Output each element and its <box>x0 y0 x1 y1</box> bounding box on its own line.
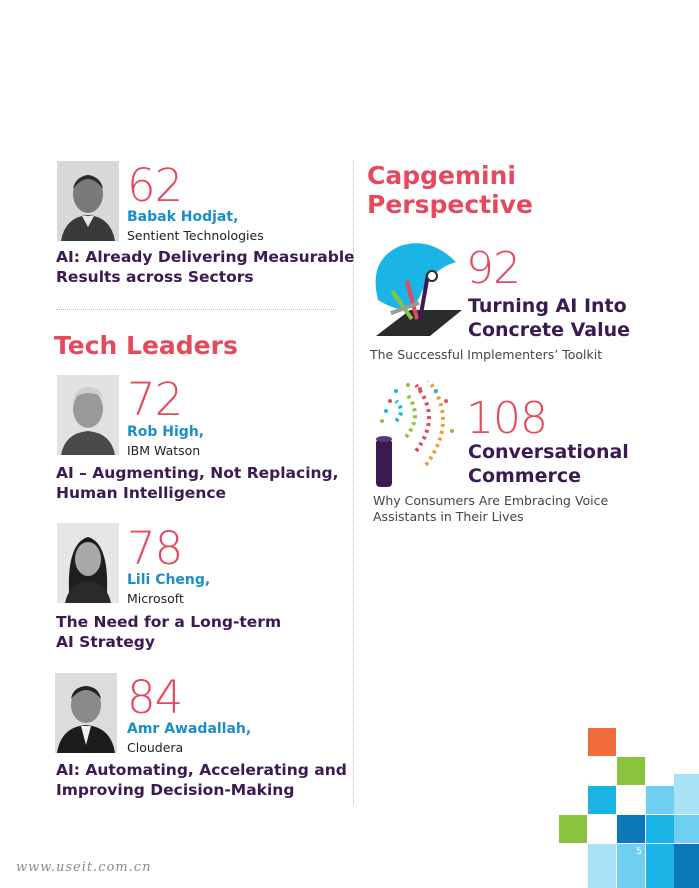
portrait-icon <box>57 375 119 455</box>
portrait-icon <box>55 673 117 753</box>
author-name: Rob High, <box>127 424 205 440</box>
author-name: Amr Awadallah, <box>127 721 252 737</box>
voice-assistant-illustration-icon <box>376 381 454 487</box>
decor-square <box>646 844 674 888</box>
author-org: Microsoft <box>127 591 184 606</box>
toolkit-illustration-icon <box>375 243 462 336</box>
decor-square <box>588 786 616 814</box>
portrait-icon <box>57 523 119 603</box>
article-title-line: AI: Already Delivering Measurable <box>56 248 355 266</box>
page-number-72: 72 <box>127 373 183 426</box>
decor-square <box>617 815 645 843</box>
article-title-line: Results across Sectors <box>56 268 254 286</box>
decor-square <box>559 815 587 843</box>
author-photo-hodjat <box>57 161 119 241</box>
article-title-line: Conversational <box>468 441 629 463</box>
article-title[interactable]: Turning AI Into Concrete Value <box>468 294 630 342</box>
article-title-line: Commerce <box>468 465 581 487</box>
decor-square <box>674 774 699 814</box>
page-number-92: 92 <box>466 243 521 294</box>
article-title-line: Improving Decision-Making <box>56 781 295 799</box>
author-photo-awadallah <box>55 673 117 753</box>
article-title[interactable]: AI – Augmenting, Not Replacing, Human In… <box>56 463 339 503</box>
article-subtitle: Why Consumers Are Embracing Voice Assist… <box>373 493 608 525</box>
page-number-108: 108 <box>466 393 548 444</box>
section-heading-line: Perspective <box>367 190 533 219</box>
article-title[interactable]: AI: Already Delivering Measurable Result… <box>56 247 355 287</box>
author-org: Sentient Technologies <box>127 228 264 243</box>
decor-square <box>674 815 699 843</box>
section-divider <box>56 309 336 310</box>
article-title-line: Turning AI Into <box>468 295 627 317</box>
article-title[interactable]: Conversational Commerce <box>468 440 629 488</box>
decor-square <box>617 757 645 785</box>
article-title-line: Concrete Value <box>468 319 631 341</box>
decor-square <box>617 844 645 888</box>
article-title-line: AI: Automating, Accelerating and <box>56 761 347 779</box>
decor-square <box>646 815 674 843</box>
page-number-78: 78 <box>127 522 183 575</box>
article-title-line: AI – Augmenting, Not Replacing, <box>56 464 339 482</box>
article-title[interactable]: The Need for a Long-term AI Strategy <box>56 612 281 652</box>
article-title-line: The Need for a Long-term <box>56 613 282 631</box>
article-title-line: AI Strategy <box>56 633 155 651</box>
watermark: www.useit.com.cn <box>16 860 152 875</box>
portrait-icon <box>57 161 119 241</box>
decor-square <box>646 786 674 814</box>
decor-square <box>588 844 616 888</box>
page-number-62: 62 <box>127 159 183 212</box>
article-subtitle-line: The Successful Implementers’ Toolkit <box>370 347 603 362</box>
author-photo-high <box>57 375 119 455</box>
decor-square <box>588 728 616 756</box>
page-number: 5 <box>636 847 642 857</box>
column-divider <box>353 160 354 805</box>
article-subtitle-line: Why Consumers Are Embracing Voice <box>373 493 609 508</box>
section-heading-tech-leaders: Tech Leaders <box>54 331 238 360</box>
author-org: IBM Watson <box>127 443 201 458</box>
article-subtitle-line: Assistants in Their Lives <box>373 509 524 524</box>
author-org: Cloudera <box>127 740 184 755</box>
author-name: Babak Hodjat, <box>127 209 239 225</box>
article-subtitle: The Successful Implementers’ Toolkit <box>370 347 602 363</box>
section-heading-capgemini-perspective: Capgemini Perspective <box>367 161 533 219</box>
article-title[interactable]: AI: Automating, Accelerating and Improvi… <box>56 760 347 800</box>
decor-square <box>674 844 699 888</box>
author-photo-cheng <box>57 523 119 603</box>
section-heading-line: Capgemini <box>367 161 516 190</box>
article-title-line: Human Intelligence <box>56 484 227 502</box>
page-number-84: 84 <box>127 671 183 724</box>
author-name: Lili Cheng, <box>127 572 211 588</box>
